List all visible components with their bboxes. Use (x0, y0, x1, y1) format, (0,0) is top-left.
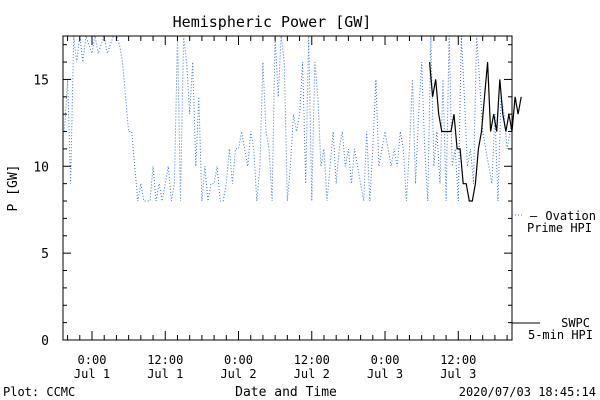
legend-ovation-label-2: Prime HPI (527, 221, 592, 235)
y-tick-label: 10 (33, 160, 49, 175)
y-axis: 0 5 10 15 (33, 44, 512, 349)
legend-ovation: — Ovation Prime HPI (512, 209, 596, 235)
x-tick-label-time: 0:00 (78, 353, 107, 367)
legend-swpc-label-2: 5-min HPI (528, 328, 593, 342)
y-tick-label: 5 (41, 247, 49, 262)
x-tick-label-time: 12:00 (294, 353, 330, 367)
chart-title: Hemispheric Power [GW] (173, 13, 372, 31)
footer-timestamp: 2020/07/03 18:45:14 (459, 385, 596, 399)
footer-plot-credit: Plot: CCMC (3, 385, 75, 399)
x-tick-label-time: 12:00 (440, 353, 476, 367)
legend-swpc-label-1: SWPC (561, 316, 590, 330)
x-axis-label: Date and Time (235, 385, 337, 400)
x-tick-label-date: Jul 2 (220, 367, 256, 381)
x-tick-label-date: Jul 3 (440, 367, 476, 381)
x-tick-label-date: Jul 3 (367, 367, 403, 381)
legend-swpc: SWPC 5-min HPI (512, 316, 593, 342)
x-tick-label-time: 0:00 (224, 353, 253, 367)
x-tick-label-date: Jul 1 (147, 367, 183, 381)
y-tick-label: 0 (41, 334, 49, 349)
x-tick-label-time: 0:00 (371, 353, 400, 367)
legend-ovation-dash: — (530, 209, 538, 223)
series-layer (64, 34, 522, 202)
y-tick-label: 15 (33, 73, 49, 88)
x-tick-label-date: Jul 1 (74, 367, 110, 381)
x-tick-label-time: 12:00 (147, 353, 183, 367)
legend-ovation-label-1: Ovation (545, 209, 596, 223)
x-tick-label-date: Jul 2 (294, 367, 330, 381)
y-axis-label: P [GW] (6, 165, 21, 212)
series-line-swpc-5min-hpi (429, 62, 522, 202)
